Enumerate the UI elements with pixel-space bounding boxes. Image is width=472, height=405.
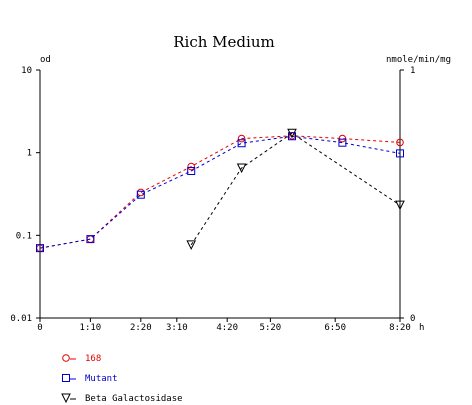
right-tick-label: 1	[410, 66, 415, 76]
series-square	[36, 132, 404, 253]
legend-label: Beta Galactosidase	[85, 394, 183, 404]
data-point	[395, 200, 405, 211]
x-ticks: 0 1:10 2:20 3:10 4:20 5:20 6:50 8:20	[37, 318, 411, 333]
series-triangle-down	[186, 128, 405, 250]
data-point	[237, 139, 246, 148]
data-point	[187, 162, 196, 171]
right-axis-label: nmole/min/mg	[386, 55, 451, 65]
legend-marker	[61, 393, 71, 404]
data-point	[86, 235, 95, 244]
data-point	[187, 167, 196, 176]
x-unit-label: h	[419, 323, 424, 333]
data-point	[36, 244, 44, 253]
data-point	[338, 138, 347, 147]
left-ticks: 10 1 0.1 0.01	[10, 66, 40, 324]
series-line	[39, 135, 401, 249]
legend-marker	[62, 374, 70, 382]
x-tick-label: 0	[37, 323, 42, 333]
left-tick-label: 1	[27, 149, 32, 159]
data-point	[396, 138, 404, 147]
chart-title: Rich Medium	[173, 33, 274, 51]
legend-marker	[62, 354, 70, 362]
data-point	[338, 134, 347, 143]
data-point	[287, 132, 296, 141]
data-point	[237, 134, 246, 143]
series-line	[190, 132, 401, 246]
data-point	[396, 149, 404, 158]
series-layer	[36, 128, 405, 253]
data-point	[287, 128, 297, 139]
x-tick-label: 1:10	[80, 323, 102, 333]
data-point	[186, 240, 197, 250]
series-circle	[36, 131, 404, 252]
series-line	[39, 135, 401, 249]
x-tick-label: 6:50	[324, 323, 346, 333]
x-tick-label: 2:20	[130, 323, 152, 333]
right-tick-label: 0	[410, 314, 415, 324]
legend-label: Mutant	[85, 374, 118, 384]
right-ticks: 10	[400, 66, 415, 324]
x-tick-label: 8:20	[389, 323, 411, 333]
x-tick-label: 5:20	[260, 323, 282, 333]
data-point	[236, 163, 247, 174]
left-tick-label: 0.01	[10, 314, 32, 324]
x-tick-label: 4:20	[216, 323, 238, 333]
data-point	[136, 188, 145, 197]
data-point	[136, 190, 145, 199]
left-tick-label: 10	[21, 66, 32, 76]
left-axis-label: od	[40, 55, 51, 65]
legend: 168 Mutant Beta Galactosidase	[61, 354, 183, 404]
x-tick-label: 3:10	[166, 323, 188, 333]
left-tick-label: 0.1	[16, 231, 32, 241]
legend-label: 168	[85, 354, 101, 364]
